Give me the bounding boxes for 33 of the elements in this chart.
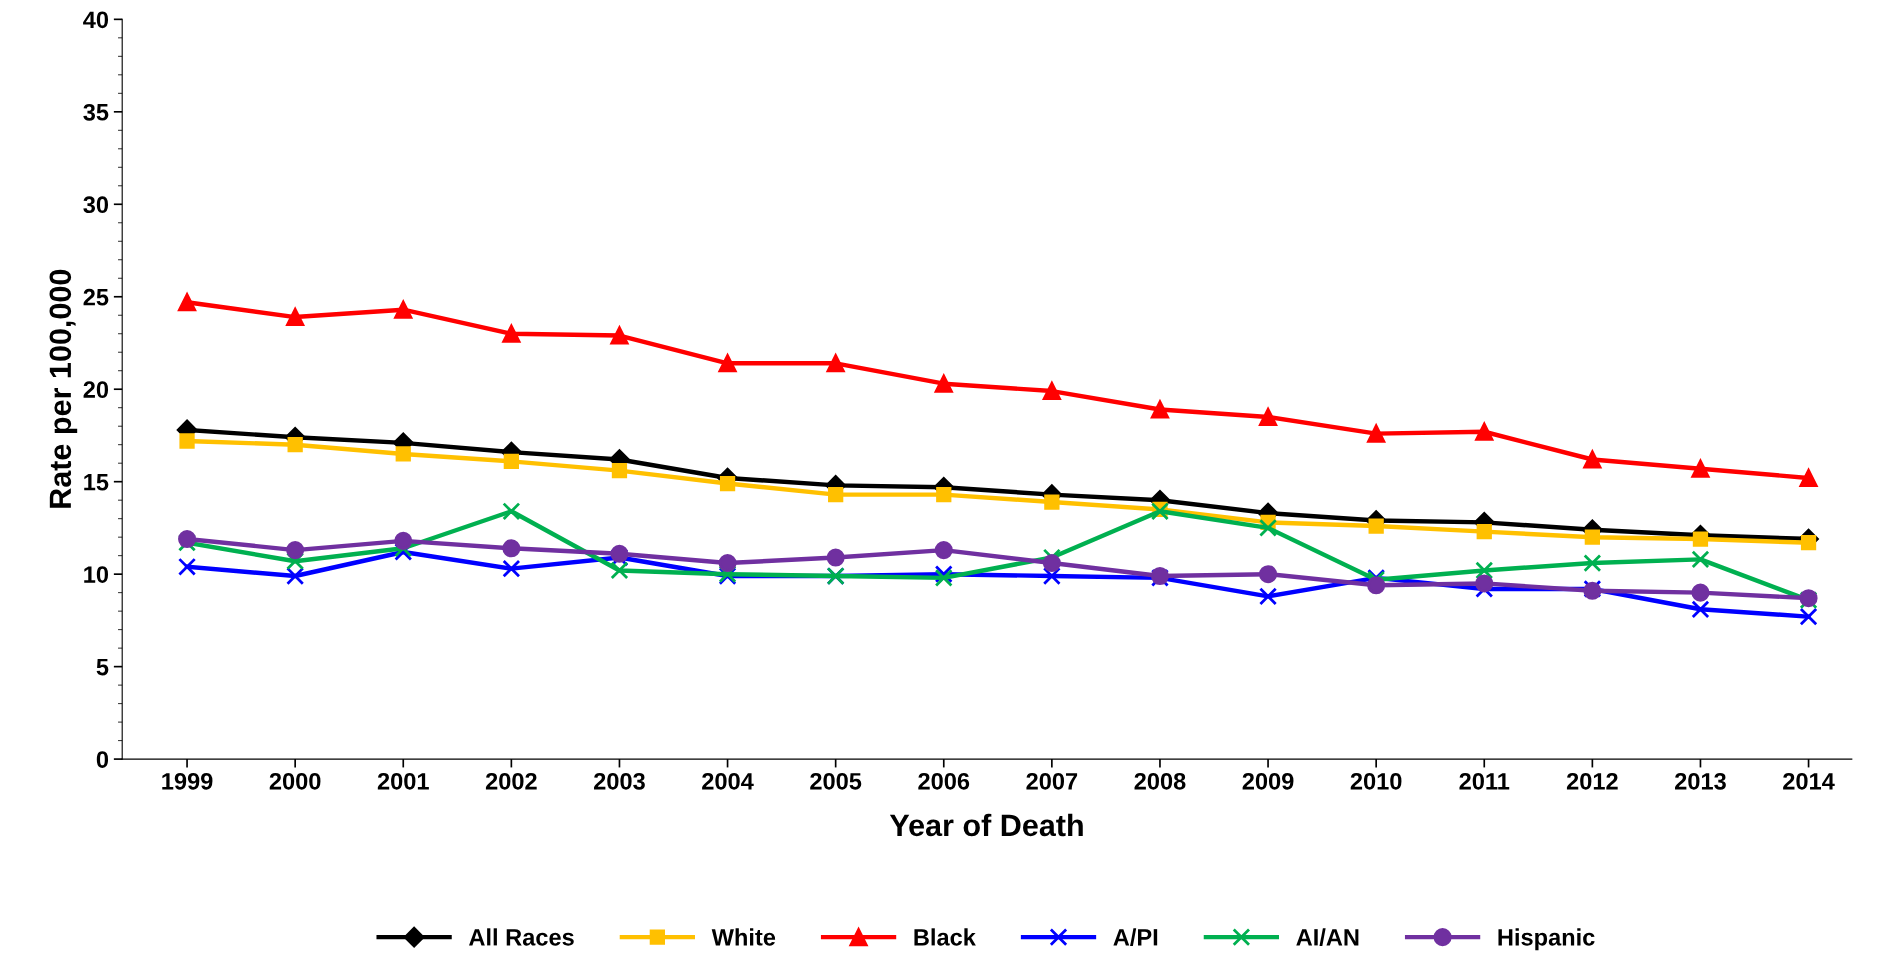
x-tick-label: 2011 [1459, 772, 1510, 790]
x-tick-label: 2002 [485, 772, 537, 790]
y-tick-label: 5 [96, 658, 109, 676]
legend-label: All Races [469, 928, 574, 946]
y-tick-label: 20 [83, 381, 109, 399]
x-tick-label: 2003 [594, 772, 645, 790]
x-axis-title: Year of Death [889, 813, 1083, 837]
legend-label: White [711, 928, 776, 946]
x-tick-label: 1999 [162, 772, 213, 790]
y-tick-label: 40 [83, 11, 109, 29]
y-tick-label: 25 [83, 288, 109, 306]
y-axis-title: Rate per 100,000 [49, 269, 78, 508]
legend-label: Hispanic [1498, 928, 1595, 951]
x-tick-label: 2007 [1026, 772, 1078, 790]
x-tick-label: 2005 [810, 772, 862, 790]
y-tick-label: 30 [83, 196, 109, 214]
x-tick-label: 2009 [1242, 772, 1294, 790]
x-tick-label: 2013 [1675, 772, 1726, 790]
y-tick-label: 0 [96, 751, 109, 768]
legend-label: AI/AN [1296, 928, 1359, 946]
legend-label: A/PI [1113, 928, 1158, 946]
x-tick-label: 2000 [269, 772, 321, 790]
x-tick-label: 2014 [1783, 772, 1835, 790]
x-tick-label: 2001 [377, 772, 429, 790]
x-tick-label: 2008 [1134, 772, 1186, 790]
y-tick-label: 10 [84, 566, 109, 583]
y-tick-label: 15 [84, 474, 109, 491]
legend-label: Black [914, 928, 976, 946]
y-tick-label: 35 [83, 103, 109, 121]
x-tick-label: 2006 [918, 772, 970, 790]
x-tick-label: 2004 [702, 772, 754, 790]
x-tick-label: 2010 [1350, 772, 1402, 790]
x-tick-label: 2012 [1566, 772, 1618, 790]
